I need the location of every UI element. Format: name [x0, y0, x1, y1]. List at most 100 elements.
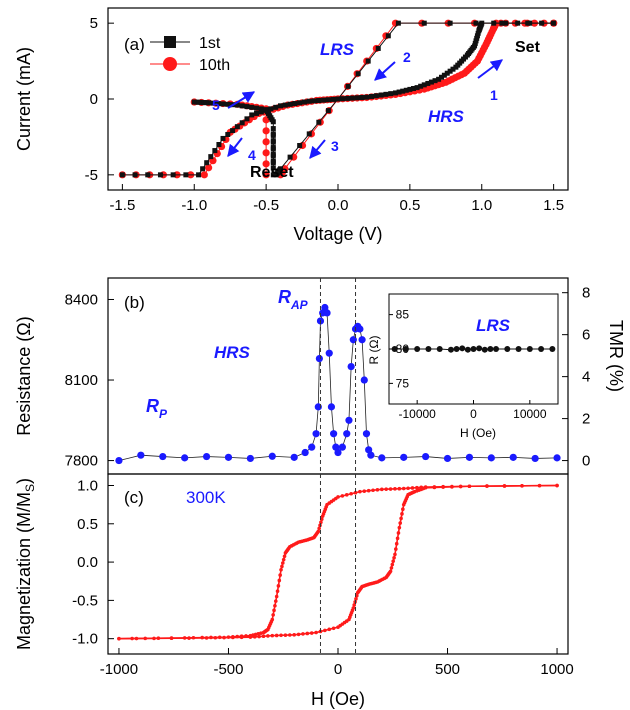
mh-loop-point	[273, 603, 277, 608]
iv-point-1st	[270, 145, 276, 151]
panel-a-y-ticks: -5 0 5	[85, 15, 114, 184]
inset-point	[549, 346, 556, 352]
tmr-point	[327, 403, 336, 411]
mh-loop-point	[389, 566, 394, 570]
iv-point-1st	[369, 93, 375, 99]
iv-point-1st	[316, 98, 322, 104]
mh-loop-point	[257, 634, 261, 639]
tmr-point	[378, 454, 386, 462]
inset-ytick-label: 85	[396, 308, 410, 322]
iv-point-1st	[441, 72, 447, 78]
panel-b-left-ticks: 7800 8100 8400	[65, 291, 114, 470]
tmr-point	[362, 430, 371, 438]
inset-curve	[391, 345, 556, 353]
tmr-point	[443, 454, 452, 463]
mh-loop-point	[278, 573, 282, 577]
iv-point-1st	[216, 142, 222, 147]
mh-loop-point	[391, 559, 396, 563]
mh-loop-point	[314, 630, 318, 635]
annotation-hrs: HRS	[428, 107, 465, 126]
mh-loop-point	[301, 632, 305, 636]
iv-point-1st	[254, 105, 260, 111]
panel-c-y-ticks: -1.0 -0.5 0.0 0.5 1.0	[72, 477, 114, 648]
mh-loop-point	[272, 608, 276, 613]
mh-loop-point	[396, 531, 401, 535]
panel-c-x-ticks: -1000 -500 0 500 1000	[100, 648, 574, 678]
iv-point-1st	[215, 101, 221, 107]
iv-point-1st	[444, 70, 450, 76]
legend-1st-label: 1st	[199, 35, 221, 52]
iv-point-1st	[234, 102, 240, 108]
mh-loop-point	[467, 484, 472, 489]
iv-point-1st	[208, 154, 214, 160]
c-xtick-label: 0	[334, 661, 342, 678]
annotation-reset: Reset	[250, 164, 294, 181]
iv-point-1st	[355, 71, 361, 77]
iv-point-1st	[335, 96, 341, 102]
iv-point-1st	[225, 132, 231, 138]
b-ytick-label: 8100	[65, 372, 98, 389]
a-xtick-label: -1.5	[109, 197, 135, 214]
c-xtick-label: -500	[213, 661, 243, 678]
iv-point-1st	[132, 172, 138, 178]
inset-point	[526, 346, 533, 352]
inset-point	[504, 346, 511, 352]
b-y2tick-label: 8	[582, 285, 590, 302]
a-ytick-label: 5	[90, 15, 98, 32]
iv-point-1st	[373, 93, 379, 99]
iv-point-1st	[473, 38, 479, 44]
mh-loop-point	[502, 484, 507, 488]
iv-point-1st	[407, 86, 413, 92]
c-ytick-label: 0.0	[77, 554, 98, 571]
iv-point-1st	[301, 99, 307, 105]
mh-loop-point	[415, 485, 419, 490]
legend-10th-marker	[163, 57, 177, 71]
iv-point-1st	[393, 90, 398, 96]
mh-loop-point	[400, 512, 404, 516]
iv-point-1st	[297, 143, 303, 149]
mh-loop-point	[336, 625, 340, 629]
a-xtick-label: 0.0	[328, 197, 349, 214]
mh-loop-point	[393, 487, 397, 491]
inset-point	[515, 346, 522, 352]
tmr-point	[509, 453, 517, 461]
iv-point-1st	[432, 78, 438, 84]
panel-a-label: (a)	[124, 35, 145, 54]
mh-loop-point	[276, 584, 281, 588]
mh-loop-point	[485, 484, 489, 488]
iv-point-1st	[270, 151, 276, 157]
mh-loop-point	[323, 628, 327, 633]
mh-loop-point	[239, 635, 244, 640]
inset-xtick-label: 0	[470, 407, 477, 421]
iv-point-1st	[244, 104, 250, 110]
inset-point	[464, 346, 471, 353]
mh-loop-point	[231, 635, 235, 640]
iv-point-1st	[450, 66, 456, 72]
iv-point-1st	[273, 172, 279, 178]
mh-loop-point	[450, 485, 454, 489]
arrow-1-label: 1	[490, 87, 498, 103]
mh-loop-point	[344, 493, 349, 497]
iv-point-1st	[220, 101, 226, 107]
mh-loop-point	[401, 507, 405, 512]
iv-point-1st	[340, 96, 346, 102]
iv-point-1st	[249, 104, 255, 110]
mh-loop-point	[296, 632, 301, 637]
mh-loop-point	[397, 525, 402, 530]
iv-point-1st	[400, 88, 406, 94]
inset-title: LRS	[476, 316, 511, 335]
c-xtick-label: -1000	[100, 661, 138, 678]
mh-loop-point	[134, 636, 139, 641]
iv-point-1st	[191, 99, 197, 105]
arrow-3	[309, 139, 326, 159]
mh-loop-point	[274, 633, 279, 638]
panel-a-ylabel: Current (mA)	[14, 47, 34, 151]
annotation-rp: R P	[146, 396, 168, 421]
iv-point-1st	[287, 101, 293, 107]
iv-point-1st	[306, 131, 312, 137]
iv-point-1st	[551, 20, 557, 26]
mh-loop-point	[279, 633, 283, 638]
rp-main: R	[146, 396, 159, 416]
iv-point-10th	[262, 127, 270, 135]
